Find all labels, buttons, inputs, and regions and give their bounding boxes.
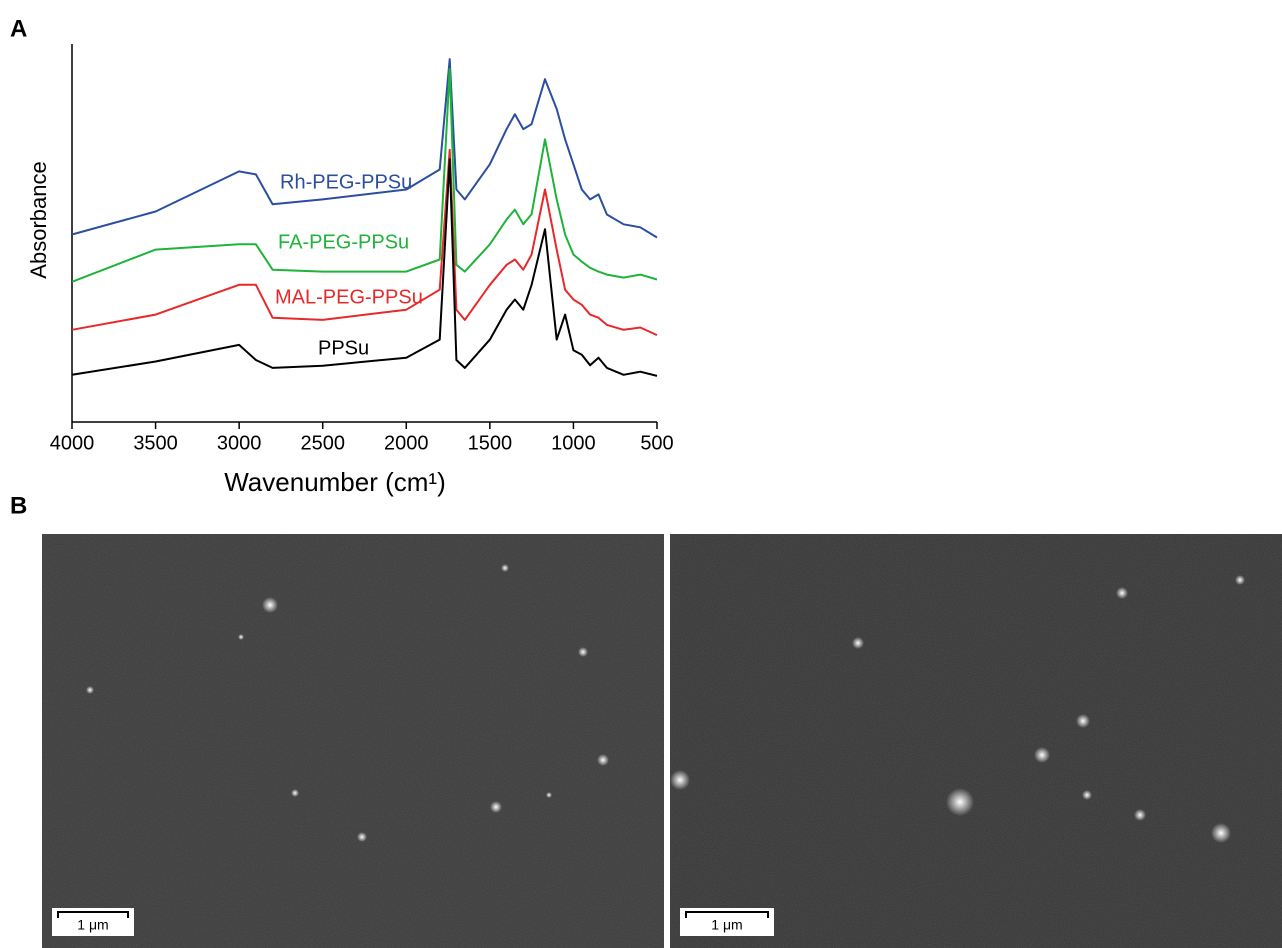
y-axis-title: Absorbance [26,161,51,278]
series-label: MAL-PEG-PPSu [275,286,423,308]
sem-image: 1 μm [42,534,664,948]
sem-image: 1 μm [670,534,1282,948]
series-label: Rh-PEG-PPSu [280,171,412,193]
x-tick-label: 4000 [50,432,95,454]
x-tick-label: 1000 [551,432,596,454]
panel-label: B [10,492,27,519]
series-label: PPSu [318,337,369,359]
panel-label: A [10,15,27,42]
x-tick-label: 1500 [468,432,513,454]
spectrum-line [72,59,657,237]
scale-bar-label: 1 μm [711,917,742,933]
x-tick-label: 3000 [217,432,262,454]
x-axis-title: Wavenumber (cm¹) [224,467,446,497]
x-tick-label: 2000 [384,432,429,454]
series-label: FA-PEG-PPSu [278,231,409,253]
scale-bar-label: 1 μm [77,917,108,933]
x-tick-label: 2500 [300,432,345,454]
x-tick-label: 500 [640,432,673,454]
x-tick-label: 3500 [133,432,178,454]
figure: A B Absorbance Wavenumber (cm¹) Rh-PEG-P… [0,0,1282,948]
